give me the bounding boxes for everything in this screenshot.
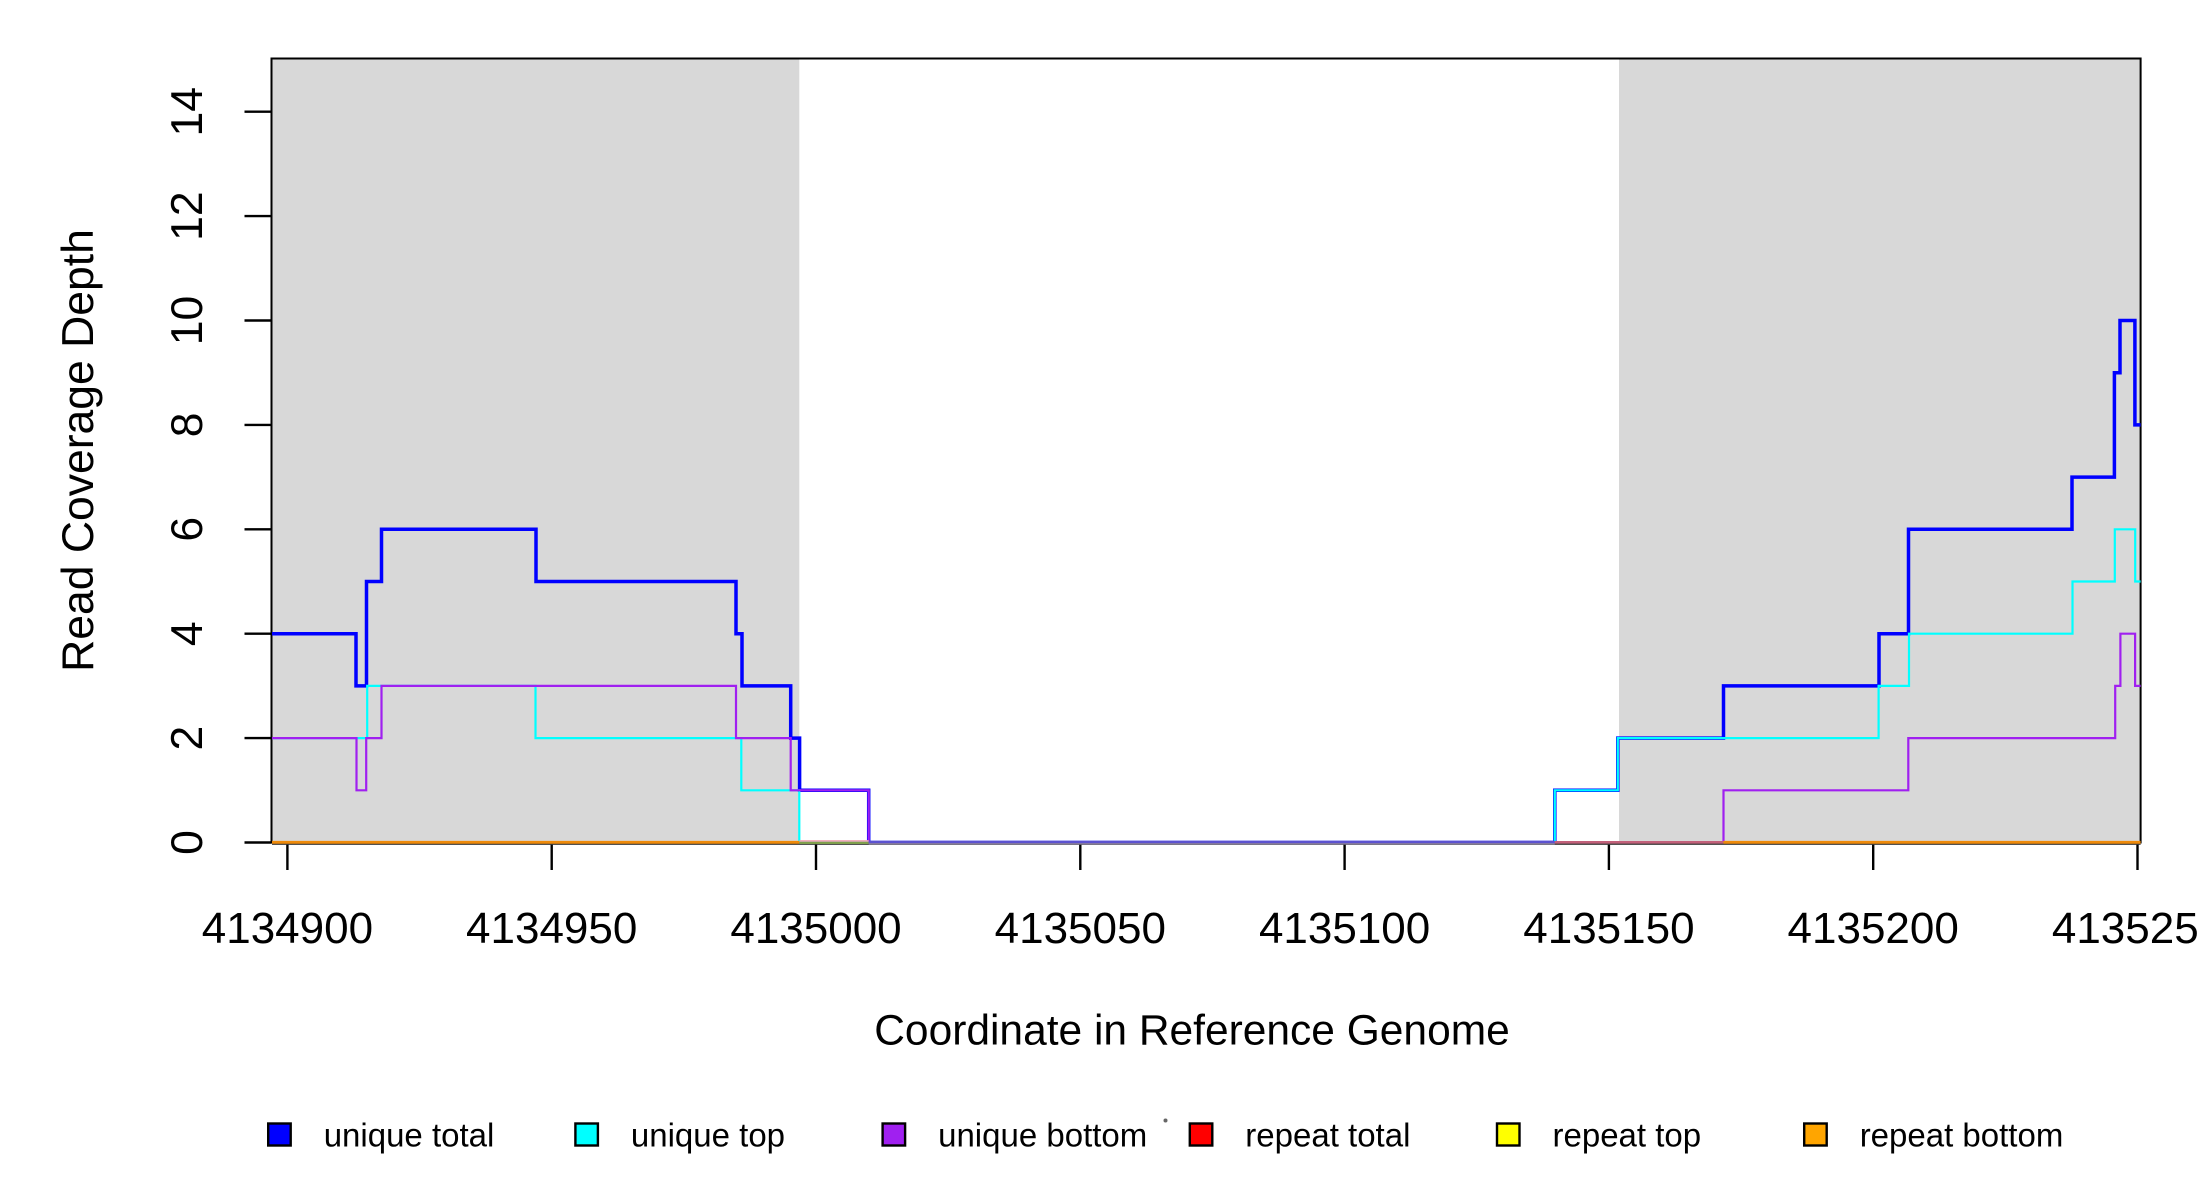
svg-text:4134900: 4134900	[202, 904, 373, 953]
svg-text:2: 2	[163, 726, 212, 751]
svg-text:Coordinate in Reference Genome: Coordinate in Reference Genome	[874, 1008, 1510, 1055]
svg-text:4135000: 4135000	[730, 904, 901, 953]
svg-text:4135100: 4135100	[1259, 904, 1430, 953]
svg-text:4135250: 4135250	[2052, 904, 2200, 953]
svg-text:4135150: 4135150	[1523, 904, 1694, 953]
svg-text:unique bottom: unique bottom	[938, 1117, 1147, 1154]
svg-text:Read Coverage Depth: Read Coverage Depth	[54, 229, 103, 672]
svg-text:14: 14	[163, 87, 212, 137]
svg-text:0: 0	[163, 830, 212, 855]
svg-text:12: 12	[163, 191, 212, 241]
svg-text:8: 8	[163, 413, 212, 438]
svg-text:10: 10	[163, 296, 212, 346]
svg-text:repeat top: repeat top	[1553, 1117, 1702, 1154]
svg-text:4: 4	[163, 621, 212, 646]
svg-text:6: 6	[163, 517, 212, 542]
svg-text:unique total: unique total	[324, 1117, 495, 1154]
svg-text:4135050: 4135050	[995, 904, 1166, 953]
svg-text:repeat total: repeat total	[1245, 1117, 1410, 1154]
svg-text:unique top: unique top	[631, 1117, 785, 1154]
svg-text:repeat bottom: repeat bottom	[1860, 1117, 2064, 1154]
svg-text:4135200: 4135200	[1788, 904, 1959, 953]
svg-text:4134950: 4134950	[466, 904, 637, 953]
